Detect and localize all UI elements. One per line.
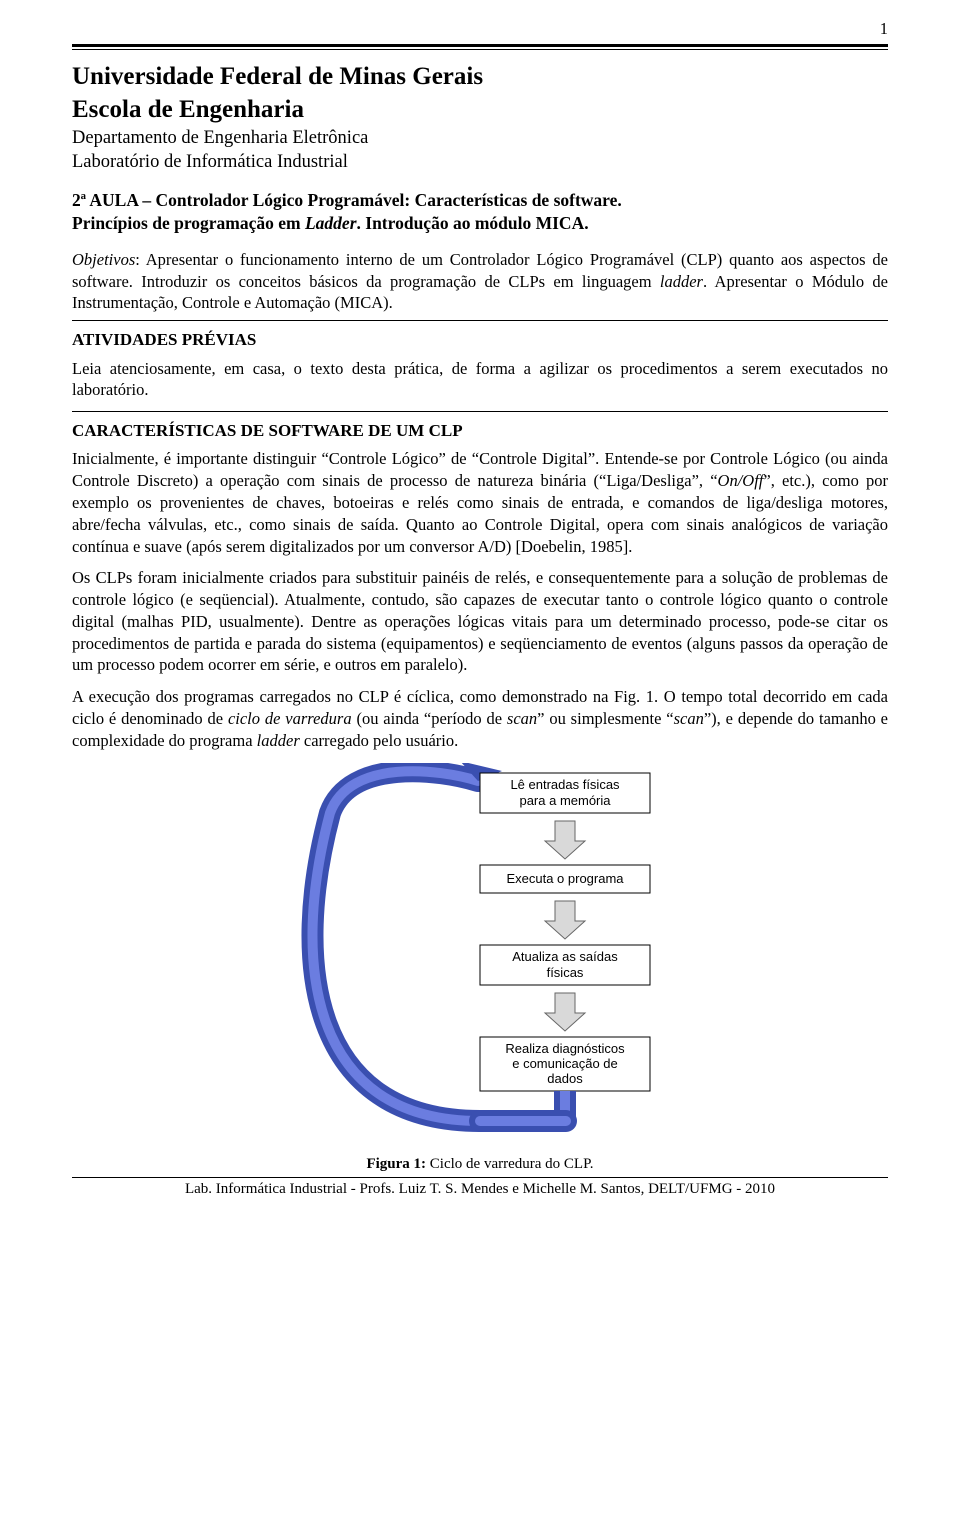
footer-text: Lab. Informática Industrial - Profs. Lui… [72, 1180, 888, 1200]
down-arrow-icon [545, 821, 585, 859]
objectives-label: Objetivos [72, 250, 135, 269]
section2-p3-c: ” ou simplesmente “ [537, 709, 673, 728]
down-arrow-icon [545, 901, 585, 939]
page-number: 1 [72, 18, 888, 40]
document-page: 1 Universidade Federal de Minas Gerais E… [0, 0, 960, 1515]
section2-p1: Inicialmente, é importante distinguir “C… [72, 448, 888, 557]
section2-p3-e: carregado pelo usuário. [300, 731, 459, 750]
section1-p1: Leia atenciosamente, em casa, o texto de… [72, 358, 888, 402]
section2-p3-i2: scan [507, 709, 537, 728]
header-lab: Laboratório de Informática Industrial [72, 150, 888, 174]
fig-box3-l1: Atualiza as saídas [512, 949, 618, 964]
figure-1-caption-rest: Ciclo de varredura do CLP. [426, 1156, 593, 1172]
section2-p3-i1: ciclo de varredura [228, 709, 352, 728]
footer-rule [72, 1177, 888, 1178]
section-rule-1 [72, 320, 888, 321]
header-school: Escola de Engenharia [72, 93, 888, 126]
fig-box4-l1: Realiza diagnósticos [505, 1041, 625, 1056]
objectives-italic-1: ladder [660, 272, 703, 291]
fig-box1-l1: Lê entradas físicas [510, 777, 620, 792]
fig-box2: Executa o programa [506, 871, 624, 886]
header-department: Departamento de Engenharia Eletrônica [72, 126, 888, 150]
section1-title: ATIVIDADES PRÉVIAS [72, 329, 888, 351]
aula-line2-italic: Ladder [305, 213, 357, 233]
top-rule-thin [72, 49, 888, 50]
figure-1-caption: Figura 1: Ciclo de varredura do CLP. [72, 1155, 888, 1175]
section2-p3-i3: scan [674, 709, 704, 728]
fig-box1-l2: para a memória [519, 793, 611, 808]
section2-p3-b: (ou ainda “período de [352, 709, 507, 728]
header-university: Universidade Federal de Minas Gerais [72, 60, 888, 93]
top-rule-thick [72, 44, 888, 47]
objectives-paragraph: Objetivos: Apresentar o funcionamento in… [72, 249, 888, 314]
aula-line2-post: . Introdução ao módulo MICA. [357, 213, 589, 233]
section2-p3: A execução dos programas carregados no C… [72, 686, 888, 751]
section2-p1-i1: On/Off [718, 471, 764, 490]
down-arrow-icon [545, 993, 585, 1031]
figure-1-caption-bold: Figura 1: [366, 1156, 426, 1172]
aula-title-line2: Princípios de programação em Ladder. Int… [72, 212, 888, 235]
figure-1-svg: Lê entradas físicas para a memória Execu… [270, 763, 690, 1143]
section2-p3-i4: ladder [257, 731, 300, 750]
fig-box3-l2: físicas [547, 965, 584, 980]
fig-box4-l2: e comunicação de [512, 1056, 618, 1071]
aula-title-line1: 2ª AULA – Controlador Lógico Programável… [72, 189, 888, 212]
section2-p2: Os CLPs foram inicialmente criados para … [72, 567, 888, 676]
figure-1: Lê entradas físicas para a memória Execu… [72, 763, 888, 1149]
aula-line1-text: 2ª AULA – Controlador Lógico Programável… [72, 190, 622, 210]
aula-line2-pre: Princípios de programação em [72, 213, 305, 233]
section-rule-2 [72, 411, 888, 412]
section2-title: CARACTERÍSTICAS DE SOFTWARE DE UM CLP [72, 420, 888, 442]
fig-box4-l3: dados [547, 1071, 583, 1086]
